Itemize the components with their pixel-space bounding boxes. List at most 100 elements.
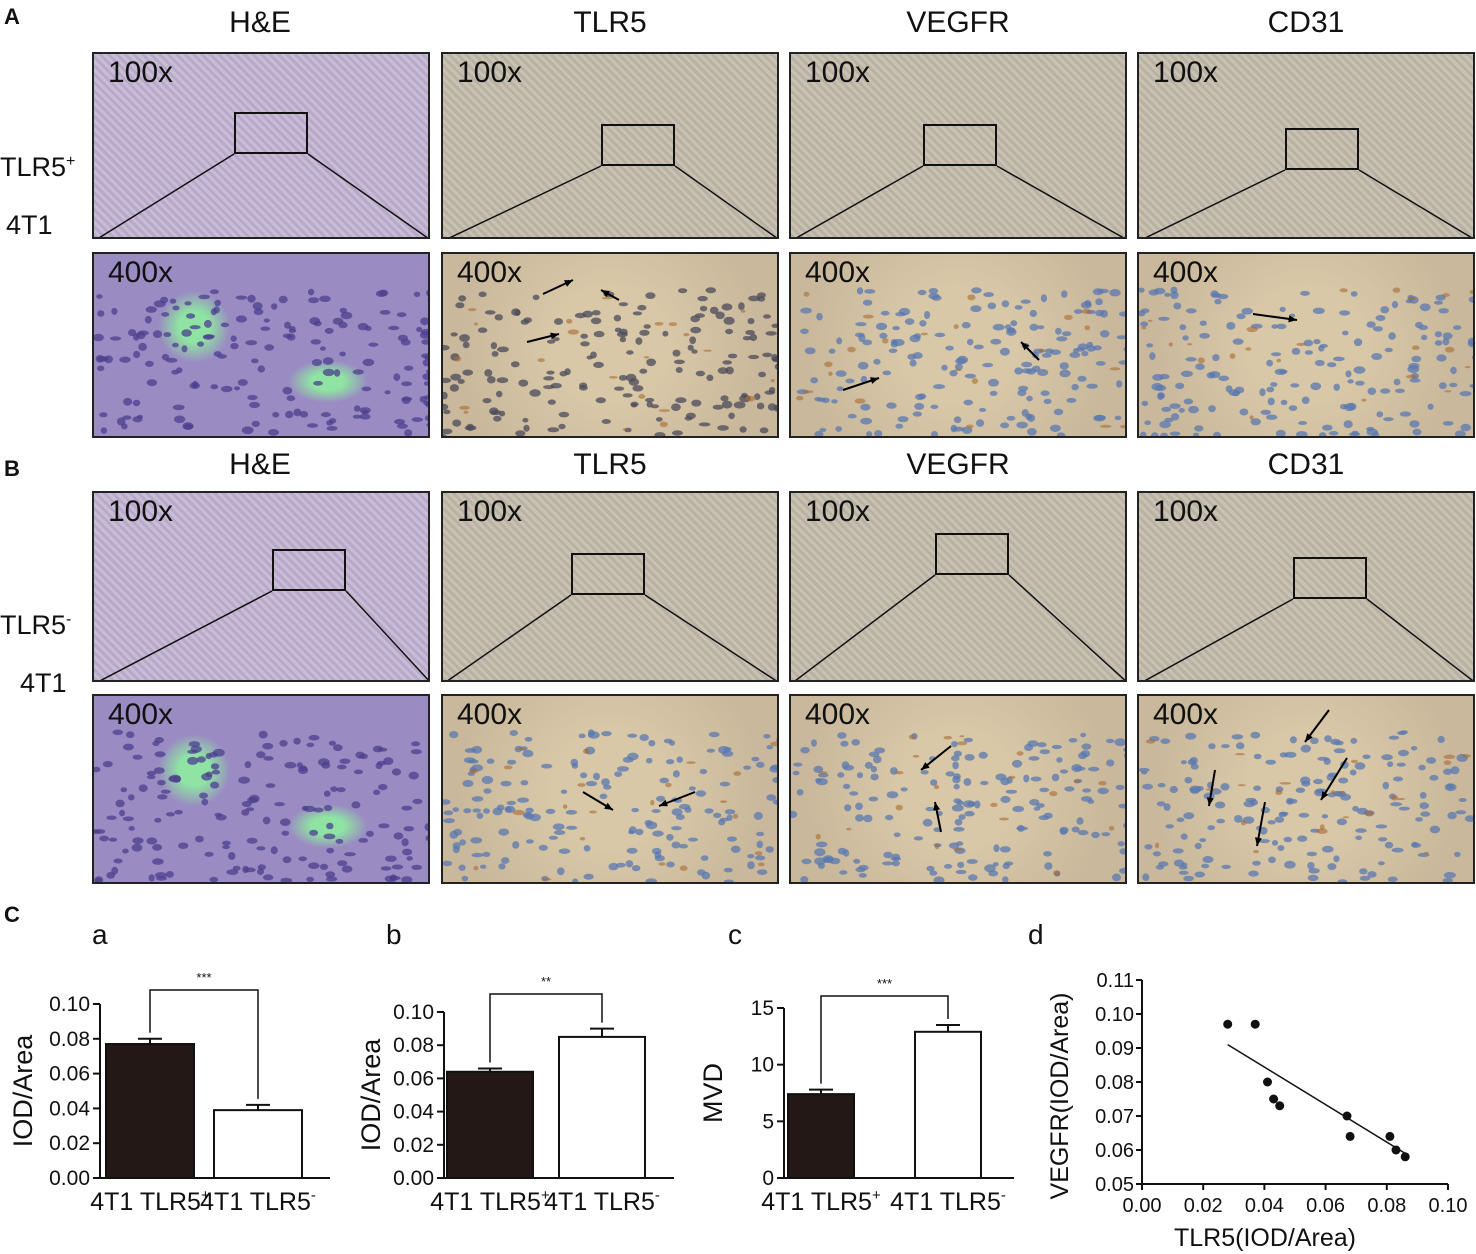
- magnification-label-400x: 400x: [457, 698, 523, 731]
- column-header-tlr5-a: TLR5: [573, 6, 647, 39]
- annotation-arrowhead: [870, 377, 879, 384]
- annotation-arrowhead: [604, 802, 613, 810]
- row-label-4t1-a: 4T1: [6, 210, 53, 240]
- region-of-interest-box: [935, 533, 1009, 575]
- micrograph-400x-tlr5-b: 400x: [441, 694, 779, 884]
- zoom-lines: [796, 165, 1124, 237]
- magnification-label-100x: 100x: [805, 495, 871, 528]
- y-tick-label: 0.04: [393, 1101, 434, 1124]
- annotation-arrowhead: [921, 762, 930, 770]
- significance-bracket: [820, 995, 949, 1084]
- annotation-arrowhead: [601, 290, 610, 298]
- y-tick-label: 5: [762, 1110, 774, 1133]
- zoom-lines: [795, 574, 1125, 680]
- micrograph-400x-cd31-a: 400x: [1137, 252, 1475, 438]
- x-axis-label: TLR5(IOD/Area): [1174, 1224, 1356, 1252]
- x-tick-label: 0.10: [1429, 1195, 1468, 1217]
- micrograph-100x-cd31-a: 100x: [1137, 52, 1475, 239]
- y-tick-label: 0.04: [49, 1097, 90, 1120]
- scatter-point: [1400, 1152, 1410, 1162]
- micrograph-400x-he-a: 400x: [92, 252, 430, 438]
- category-label: 4T1 TLR5-: [544, 1187, 660, 1216]
- y-tick-label: 0.10: [1095, 1004, 1134, 1026]
- zoom-line-left: [1145, 169, 1286, 237]
- zoom-line-right: [345, 590, 428, 680]
- micrograph-100x-cd31-b: 100x: [1137, 491, 1475, 682]
- annotation-arrowhead: [1305, 733, 1313, 742]
- zoom-line-left: [447, 594, 572, 680]
- zoom-lines: [1144, 598, 1473, 680]
- cell-nuclei-texture: [791, 732, 1125, 882]
- column-header-cd31-a: CD31: [1267, 6, 1345, 39]
- magnification-label-100x: 100x: [805, 56, 871, 89]
- y-tick-label: 0.10: [393, 1001, 434, 1024]
- bar-4t1-tlr5+: [787, 1093, 855, 1179]
- regression-line: [1227, 1043, 1406, 1155]
- zoom-line-left: [100, 590, 273, 680]
- region-of-interest-box: [571, 553, 645, 595]
- y-axis-label: MVD: [698, 1063, 728, 1123]
- magnification-label-400x: 400x: [457, 256, 523, 289]
- category-label: 4T1 TLR5-: [200, 1187, 316, 1216]
- bar-4t1-tlr5+: [446, 1070, 534, 1179]
- chart-b-iod-area: b 0.00 0.02 0.04 0.06 0.08 0.10 IOD/Area 4T1 TLR…: [356, 919, 674, 1216]
- magnification-label-400x: 400x: [108, 698, 174, 731]
- zoom-line-right: [307, 153, 428, 237]
- column-header-he-a: H&E: [229, 6, 291, 39]
- category-label: 4T1 TLR5+: [761, 1187, 881, 1216]
- zoom-line-right: [1366, 598, 1473, 680]
- micrograph-100x-vegfr-b: 100x: [789, 491, 1127, 682]
- row-label-tlr5-positive: TLR5+: [0, 152, 76, 182]
- significance-marker: ***: [196, 970, 211, 985]
- column-header-cd31-b: CD31: [1267, 448, 1345, 481]
- subpanel-label-c: c: [728, 919, 742, 950]
- y-tick-label: 15: [751, 997, 774, 1020]
- category-label: 4T1 TLR5+: [430, 1187, 550, 1216]
- scatter-point: [1345, 1131, 1355, 1141]
- magnification-label-100x: 100x: [457, 56, 523, 89]
- zoom-line-right: [644, 594, 777, 680]
- x-tick-label: 0.02: [1184, 1195, 1223, 1217]
- category-label: 4T1 TLR5+: [90, 1187, 210, 1216]
- magnification-label-100x: 100x: [457, 495, 523, 528]
- column-header-vegfr-b: VEGFR: [906, 448, 1010, 481]
- micrograph-100x-he-b: 100x: [92, 491, 430, 682]
- scatter-point: [1342, 1111, 1352, 1121]
- annotation-arrowhead: [564, 280, 573, 287]
- micrograph-400x-tlr5-a: 400x: [441, 252, 779, 438]
- y-tick-label: 0.00: [49, 1167, 90, 1190]
- zoom-lines: [99, 153, 428, 237]
- micrograph-100x-tlr5-b: 100x: [441, 491, 779, 682]
- zoom-lines: [449, 165, 777, 237]
- y-axis-label: VEGFR(IOD/Area): [1046, 993, 1074, 1200]
- magnification-label-400x: 400x: [1153, 698, 1219, 731]
- y-tick-label: 0.08: [393, 1034, 434, 1057]
- zoom-line-left: [795, 574, 936, 680]
- row-label-tlr5-negative: TLR5-: [0, 610, 72, 640]
- subpanel-label-a: a: [92, 919, 108, 950]
- zoom-line-right: [996, 165, 1124, 237]
- magnification-label-400x: 400x: [1153, 256, 1219, 289]
- chart-c-mvd: c 0 5 10 15 MVD 4T1 TLR5+ 4T1 TLR5- ***: [698, 919, 1014, 1216]
- magnification-label-100x: 100x: [1153, 56, 1219, 89]
- scatter-point: [1223, 1019, 1233, 1029]
- cell-nuclei-texture: [94, 288, 428, 436]
- significance-bracket: [149, 989, 259, 1099]
- region-of-interest-box: [1293, 557, 1367, 599]
- annotation-arrowhead: [550, 332, 559, 340]
- scatter-point: [1391, 1145, 1401, 1155]
- y-tick-label: 0.06: [1095, 1140, 1134, 1162]
- column-header-he-b: H&E: [229, 448, 291, 481]
- y-axis-label: IOD/Area: [356, 1038, 386, 1152]
- region-of-interest-box: [1285, 128, 1359, 170]
- chart-d-correlation: d 0.05 0.06 0.07 0.08 0.09 0.10 0.11 0.00 0.02 0.0…: [1028, 919, 1468, 1252]
- annotation-arrowhead: [1255, 837, 1262, 846]
- y-tick-label: 0.06: [49, 1063, 90, 1086]
- region-of-interest-box: [272, 549, 346, 591]
- cell-nuclei-texture: [1139, 709, 1473, 882]
- zoom-line-right: [1008, 574, 1125, 680]
- y-tick-label: 0: [762, 1167, 774, 1190]
- y-tick-label: 0.05: [1095, 1174, 1134, 1196]
- y-tick-label: 0.08: [1095, 1072, 1134, 1094]
- annotation-arrowhead: [1288, 315, 1297, 323]
